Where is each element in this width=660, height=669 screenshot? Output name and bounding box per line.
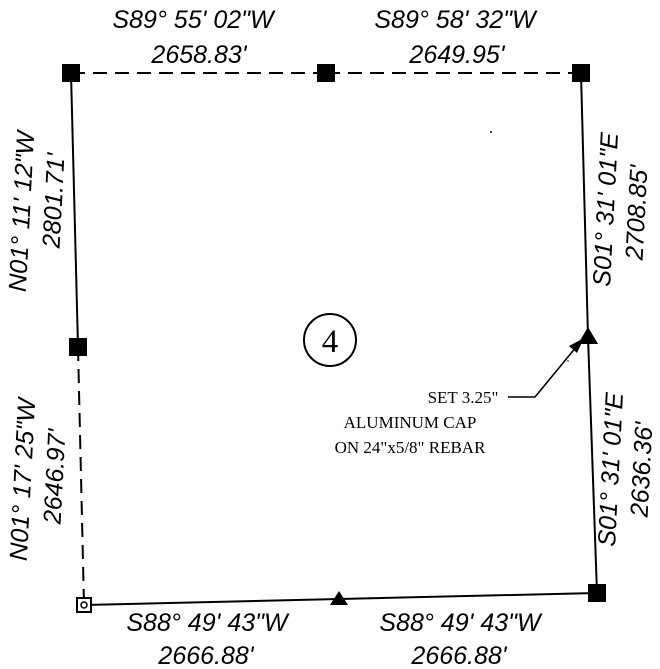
section-number-circle <box>303 313 357 367</box>
west-south-distance: 2646.97' <box>38 427 71 526</box>
monument-note-line2: ALUMINUM CAP <box>344 413 477 432</box>
monument-note-line3: ON 24"x5/8" REBAR <box>335 438 486 457</box>
south-east-bearing: S88° 49' 43"W <box>379 609 543 637</box>
west-north-label-group: N01° 11' 12"W <box>4 128 41 292</box>
south-east-distance: 2666.88' <box>410 642 507 669</box>
south-west-distance: 2666.88' <box>157 642 254 669</box>
west-north-distance-group: 2801.71' <box>37 151 70 250</box>
east-line-north <box>580 72 589 338</box>
leader-arrow <box>508 338 584 398</box>
se-corner-monument <box>588 584 606 602</box>
west-south-distance-group: 2646.97' <box>38 427 71 526</box>
east-south-distance: 2636.36' <box>625 420 658 519</box>
monument-note: SET 3.25" ALUMINUM CAP ON 24"x5/8" REBAR <box>335 388 499 457</box>
speck-dot <box>490 131 492 133</box>
nw-corner-monument <box>62 64 80 82</box>
monument-note-line1: SET 3.25" <box>428 388 499 407</box>
north-west-distance: 2658.83' <box>150 41 247 69</box>
west-south-label-group: N01° 17' 25"W <box>5 395 42 561</box>
leader-arrowhead <box>569 338 584 353</box>
north-east-distance: 2649.95' <box>408 41 505 69</box>
east-line-south <box>587 336 598 594</box>
section-number: 4 <box>322 324 339 360</box>
south-west-bearing: S88° 49' 43"W <box>126 609 290 637</box>
east-north-bearing: S01° 31' 01"E <box>588 131 624 287</box>
east-south-distance-group: 2636.36' <box>625 420 658 519</box>
west-quarter-monument <box>69 338 87 356</box>
west-north-distance: 2801.71' <box>37 151 70 250</box>
speck-dot <box>567 360 569 362</box>
ne-corner-monument <box>572 64 590 82</box>
east-north-label-group: S01° 31' 01"E <box>588 131 624 287</box>
west-south-bearing: N01° 17' 25"W <box>5 395 42 561</box>
west-line-north <box>70 72 79 348</box>
south-quarter-triangle-monument <box>330 591 348 605</box>
west-north-bearing: N01° 11' 12"W <box>4 128 41 292</box>
north-west-bearing: S89° 55' 02"W <box>112 6 276 34</box>
east-north-distance: 2708.85' <box>620 163 653 262</box>
north-east-bearing: S89° 58' 32"W <box>374 6 538 34</box>
east-south-label-group: S01° 31' 01"E <box>593 391 629 547</box>
east-south-bearing: S01° 31' 01"E <box>593 391 629 547</box>
east-north-distance-group: 2708.85' <box>620 163 653 262</box>
north-quarter-monument <box>317 64 335 82</box>
sw-corner-monument <box>76 597 92 613</box>
west-line-south <box>77 346 85 606</box>
